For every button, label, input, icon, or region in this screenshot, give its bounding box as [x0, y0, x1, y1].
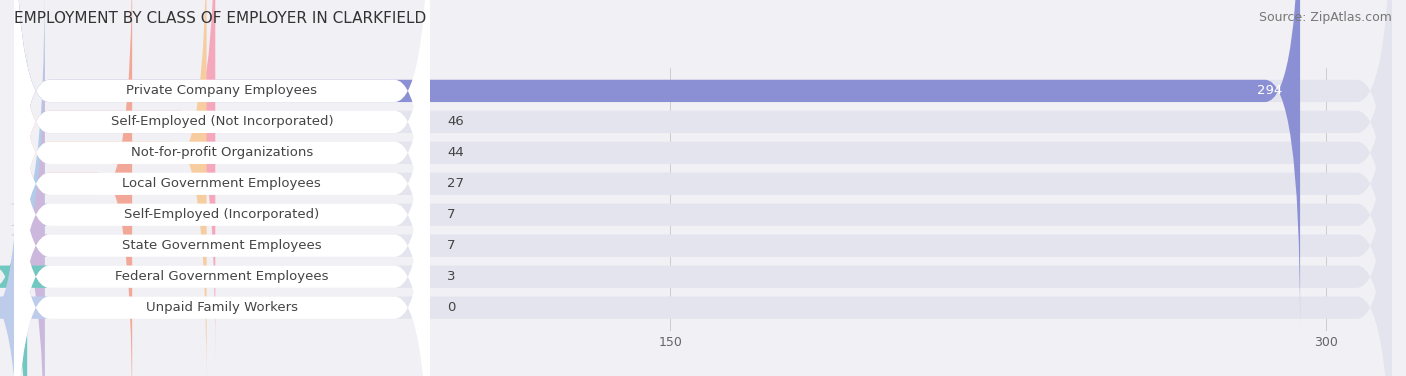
Text: State Government Employees: State Government Employees [122, 239, 322, 252]
Text: 7: 7 [447, 239, 456, 252]
Text: Self-Employed (Incorporated): Self-Employed (Incorporated) [124, 208, 319, 221]
Text: Federal Government Employees: Federal Government Employees [115, 270, 329, 283]
Text: Not-for-profit Organizations: Not-for-profit Organizations [131, 146, 314, 159]
FancyBboxPatch shape [14, 0, 430, 358]
FancyBboxPatch shape [14, 40, 1392, 376]
Text: Source: ZipAtlas.com: Source: ZipAtlas.com [1258, 11, 1392, 24]
FancyBboxPatch shape [14, 0, 207, 376]
FancyBboxPatch shape [14, 0, 1392, 358]
Text: 46: 46 [447, 115, 464, 128]
FancyBboxPatch shape [14, 0, 1392, 327]
FancyBboxPatch shape [10, 9, 49, 376]
FancyBboxPatch shape [14, 0, 132, 376]
FancyBboxPatch shape [14, 9, 1392, 376]
FancyBboxPatch shape [14, 0, 215, 358]
FancyBboxPatch shape [10, 0, 49, 376]
Text: Local Government Employees: Local Government Employees [122, 177, 321, 190]
Text: 0: 0 [447, 301, 456, 314]
Text: 294: 294 [1257, 84, 1282, 97]
FancyBboxPatch shape [14, 71, 1392, 376]
Text: Unpaid Family Workers: Unpaid Family Workers [146, 301, 298, 314]
FancyBboxPatch shape [14, 9, 430, 376]
FancyBboxPatch shape [14, 0, 430, 376]
FancyBboxPatch shape [14, 0, 1392, 376]
Text: Private Company Employees: Private Company Employees [127, 84, 318, 97]
Text: EMPLOYMENT BY CLASS OF EMPLOYER IN CLARKFIELD: EMPLOYMENT BY CLASS OF EMPLOYER IN CLARK… [14, 11, 426, 26]
Text: 3: 3 [447, 270, 456, 283]
FancyBboxPatch shape [14, 71, 430, 376]
FancyBboxPatch shape [14, 0, 1392, 376]
FancyBboxPatch shape [14, 0, 1392, 376]
FancyBboxPatch shape [14, 0, 1301, 327]
Text: 7: 7 [447, 208, 456, 221]
FancyBboxPatch shape [0, 40, 49, 376]
FancyBboxPatch shape [14, 0, 430, 376]
Text: 44: 44 [447, 146, 464, 159]
Text: Self-Employed (Not Incorporated): Self-Employed (Not Incorporated) [111, 115, 333, 128]
FancyBboxPatch shape [14, 40, 430, 376]
FancyBboxPatch shape [14, 0, 430, 327]
FancyBboxPatch shape [0, 71, 49, 376]
FancyBboxPatch shape [14, 0, 430, 376]
Text: 27: 27 [447, 177, 464, 190]
